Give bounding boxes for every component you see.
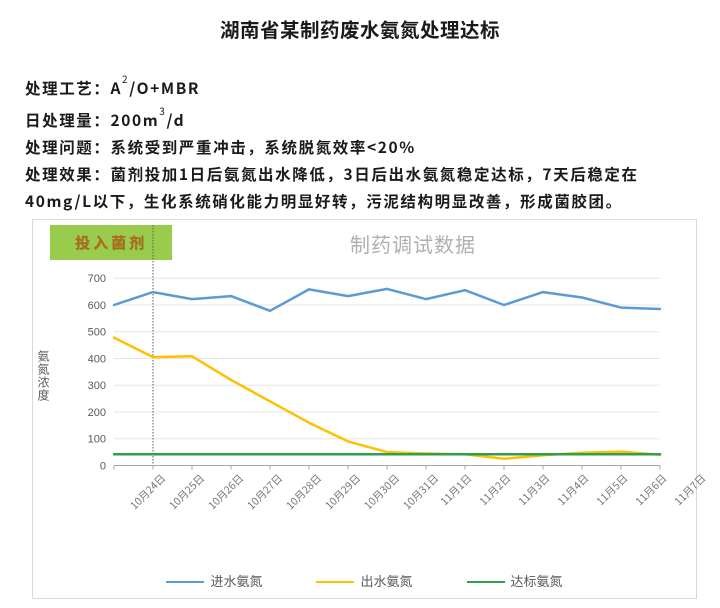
svg-text:500: 500 — [88, 327, 106, 339]
svg-text:0: 0 — [100, 461, 106, 473]
svg-text:700: 700 — [88, 273, 106, 285]
svg-text:200: 200 — [88, 407, 106, 419]
svg-text:400: 400 — [88, 354, 106, 366]
svg-text:300: 300 — [88, 380, 106, 392]
svg-text:100: 100 — [88, 434, 106, 446]
svg-text:600: 600 — [88, 300, 106, 312]
